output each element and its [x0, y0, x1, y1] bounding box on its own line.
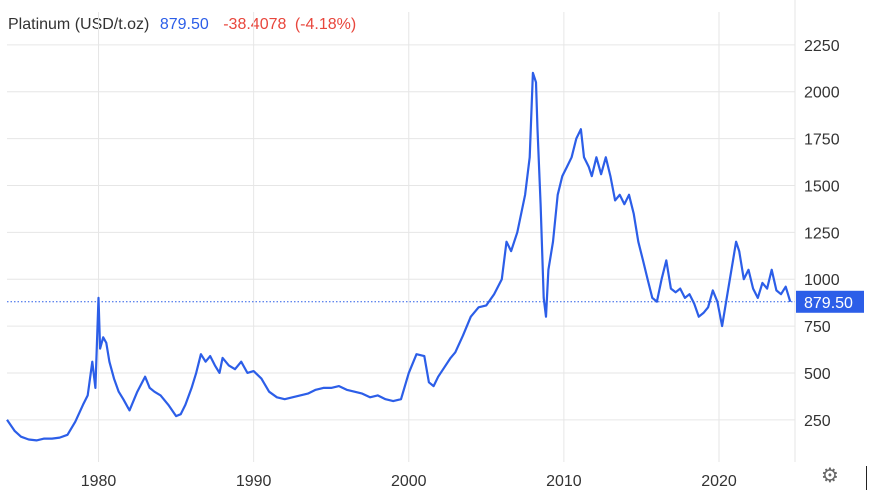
y-tick-label: 750 [804, 319, 831, 336]
x-tick-label: 1980 [81, 473, 117, 490]
last-price-label: 879.50 [804, 295, 853, 312]
instrument-name: Platinum (USD/t.oz) [8, 16, 150, 33]
last-price-badge [796, 290, 864, 313]
y-tick-label: 1000 [804, 272, 840, 289]
y-tick-label: 2000 [804, 85, 840, 102]
current-price: 879.50 [159, 16, 209, 33]
price-line [6, 71, 792, 442]
x-tick-label: 2020 [701, 473, 737, 490]
y-tick-label: 1500 [804, 178, 840, 195]
price-change-percent: (-4.18%) [294, 16, 357, 33]
y-tick-label: 500 [804, 366, 831, 383]
x-tick-label: 2000 [391, 473, 427, 490]
price-change: -38.4078 [223, 16, 287, 33]
text-cursor [866, 466, 867, 490]
gear-icon[interactable]: ⚙ [821, 463, 839, 487]
x-tick-label: 1990 [236, 473, 272, 490]
y-tick-label: 2250 [804, 38, 840, 55]
y-tick-label: 1250 [804, 225, 840, 242]
y-tick-label: 250 [804, 413, 831, 430]
x-tick-label: 2010 [546, 473, 582, 490]
chart-header: Platinum (USD/t.oz) 879.50 -38.4078 (-4.… [8, 16, 356, 34]
y-tick-label: 1750 [804, 132, 840, 149]
